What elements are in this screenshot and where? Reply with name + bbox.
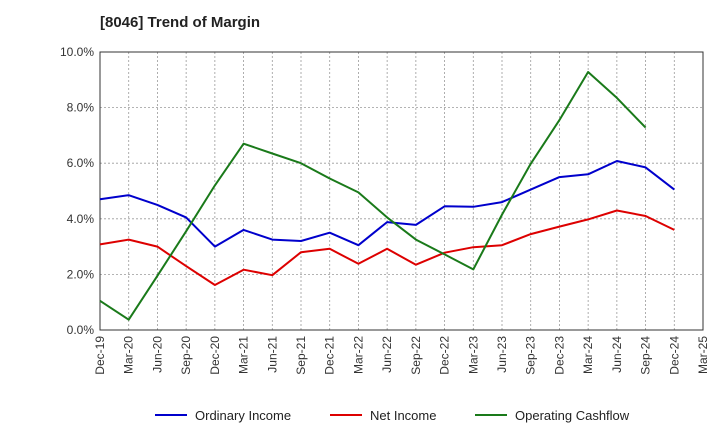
x-tick-label: Dec-23 xyxy=(552,336,566,375)
series-line-net-income xyxy=(99,209,675,286)
x-tick-label: Dec-24 xyxy=(667,336,681,375)
chart-title: [8046] Trend of Margin xyxy=(100,14,261,31)
x-tick-label: Sep-24 xyxy=(639,336,653,375)
y-tick-label: 10.0% xyxy=(60,45,94,59)
series-line-ordinary-income xyxy=(99,160,675,248)
y-tick-label: 4.0% xyxy=(67,212,95,226)
x-tick-label: Mar-23 xyxy=(466,336,480,374)
legend-label: Ordinary Income xyxy=(195,408,291,423)
y-tick-label: 8.0% xyxy=(67,101,95,115)
legend: Ordinary Income Net Income Operating Cashf… xyxy=(155,408,630,423)
x-tick-label: Mar-20 xyxy=(122,336,136,374)
x-tick-label: Mar-21 xyxy=(237,336,251,374)
x-tick-label: Mar-22 xyxy=(351,336,365,374)
x-tick-label: Dec-22 xyxy=(438,336,452,375)
x-tick-label: Jun-20 xyxy=(150,336,164,373)
x-tick-label: Dec-20 xyxy=(208,336,222,375)
y-tick-label: 2.0% xyxy=(67,267,95,281)
x-tick-label: Sep-21 xyxy=(294,336,308,375)
legend-label: Net Income xyxy=(370,408,436,423)
x-tick-label: Dec-19 xyxy=(93,336,107,375)
x-tick-label: Sep-20 xyxy=(179,336,193,375)
y-tick-label: 0.0% xyxy=(67,323,95,337)
series-lines xyxy=(99,71,675,321)
x-tick-label: Mar-25 xyxy=(696,336,710,374)
x-tick-label: Sep-23 xyxy=(524,336,538,375)
x-tick-label: Jun-21 xyxy=(265,336,279,373)
x-tick-label: Jun-23 xyxy=(495,336,509,373)
series-line-operating-cashflow xyxy=(99,71,647,321)
legend-label: Operating Cashflow xyxy=(515,408,630,423)
y-tick-label: 6.0% xyxy=(67,156,95,170)
plot-frame xyxy=(99,51,704,331)
x-tick-label: Sep-22 xyxy=(409,336,423,375)
x-tick-label: Dec-21 xyxy=(323,336,337,375)
x-tick-label: Jun-22 xyxy=(380,336,394,373)
axes: 0.0% 2.0% 4.0% 6.0% 8.0% 10.0% Dec-19 Mar-20 Jun… xyxy=(60,45,710,375)
x-tick-label: Jun-24 xyxy=(610,336,624,373)
x-tick-label: Mar-24 xyxy=(581,336,595,374)
